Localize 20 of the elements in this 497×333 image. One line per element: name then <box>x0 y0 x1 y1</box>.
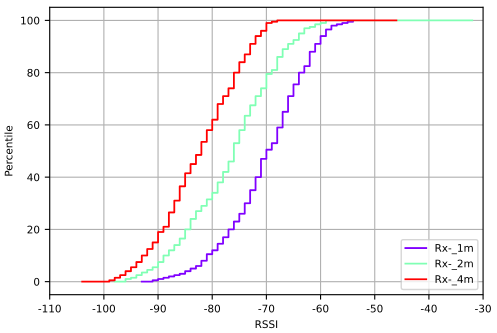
y-tick-label: 20 <box>27 226 40 234</box>
y-tick-label: 60 <box>27 121 40 129</box>
x-axis-title: RSSI <box>256 320 278 328</box>
x-tick-label: -110 <box>38 304 61 312</box>
x-tick-label: -90 <box>150 304 166 312</box>
y-tick-label: 80 <box>27 68 40 77</box>
x-tick-label: -70 <box>258 304 274 312</box>
y-tick-label: 100 <box>21 16 40 24</box>
x-tick-label: -30 <box>475 304 491 312</box>
x-tick-label: -40 <box>420 304 437 312</box>
x-tick-label: -80 <box>204 304 220 312</box>
y-axis-title: Percentile <box>4 126 13 176</box>
x-tick-label: -100 <box>92 304 115 312</box>
legend-label: Rx-_2m <box>436 260 473 270</box>
y-tick-label: 0 <box>34 278 40 286</box>
legend-label: Rx-_4m <box>436 275 473 286</box>
x-tick-label: -60 <box>312 304 328 312</box>
legend-label: Rx-_1m <box>436 244 473 254</box>
x-tick-label: -50 <box>366 304 383 312</box>
y-tick-label: 40 <box>27 173 40 182</box>
